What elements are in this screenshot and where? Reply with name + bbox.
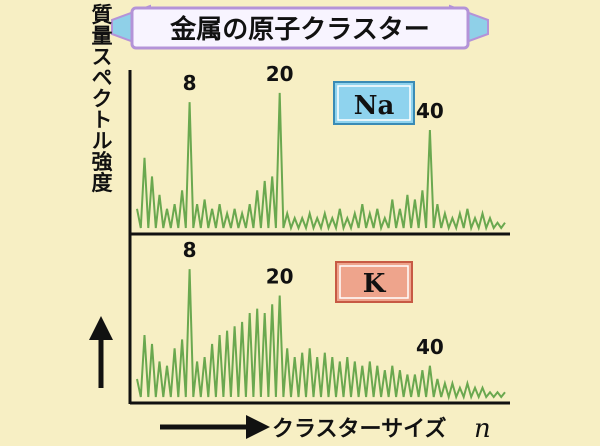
- k-element-label: K: [363, 269, 387, 299]
- na-peak-label-40: 40: [416, 99, 444, 123]
- chart-title: 金属の原子クラスター: [169, 14, 429, 45]
- na-series-line: [136, 92, 506, 232]
- y-axis-arrow: [89, 316, 113, 388]
- x-axis-arrow: [160, 415, 270, 439]
- na-element-label: Na: [354, 91, 395, 121]
- banner-box: [130, 6, 470, 50]
- title-banner: 金属の原子クラスター: [111, 4, 489, 50]
- x-axis-label: クラスターサイズ: [272, 416, 446, 442]
- na-peak-labels: 8 20 40: [183, 62, 444, 123]
- k-peak-label-40: 40: [416, 335, 444, 359]
- y-axis-label: 質量スペクトル強度: [89, 3, 113, 194]
- k-badge: K: [335, 261, 413, 303]
- k-peak-label-20: 20: [266, 265, 294, 289]
- na-peak-label-20: 20: [266, 62, 294, 86]
- x-axis-variable: n: [474, 414, 491, 444]
- k-peak-labels: 8 20 40: [183, 238, 444, 359]
- k-series-line: [136, 269, 506, 401]
- na-peak-label-8: 8: [183, 71, 197, 95]
- na-badge: Na: [333, 81, 415, 125]
- axes: [128, 70, 510, 405]
- k-peak-label-8: 8: [183, 238, 197, 262]
